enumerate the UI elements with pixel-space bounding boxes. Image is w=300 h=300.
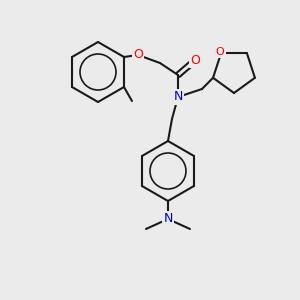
Text: O: O [133, 49, 143, 62]
Text: N: N [173, 91, 183, 103]
Text: O: O [216, 47, 224, 57]
Text: O: O [190, 53, 200, 67]
Text: N: N [163, 212, 173, 226]
